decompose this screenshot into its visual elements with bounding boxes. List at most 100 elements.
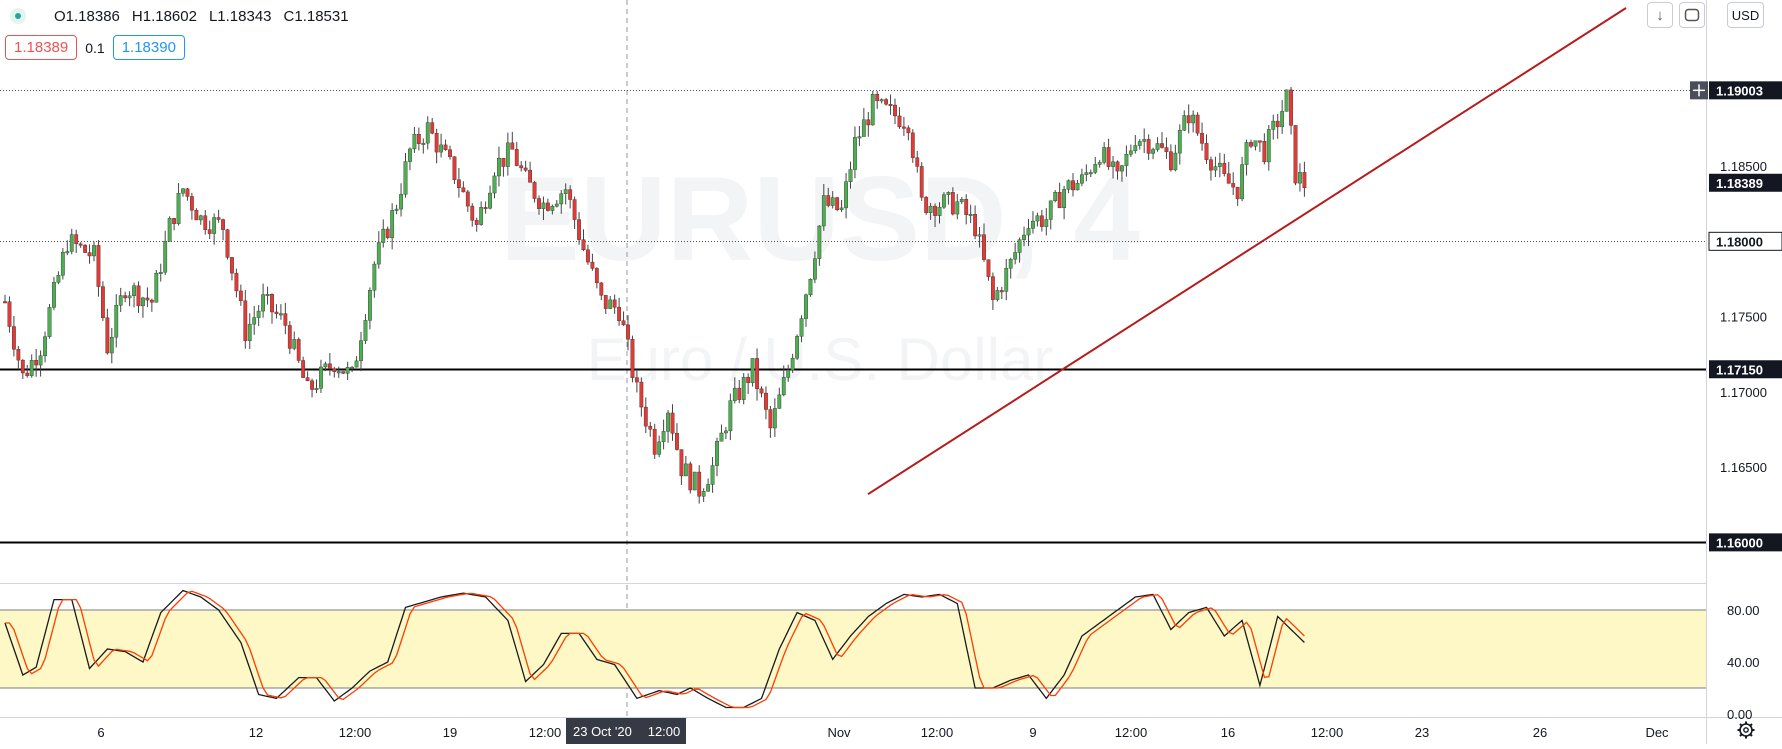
candle-down [590,261,595,269]
candle-up [256,310,261,318]
time-tick-label: Nov [827,725,851,740]
stoch-band [0,610,1706,688]
buy-button[interactable]: 1.18390 [112,35,185,60]
candle-down [1146,139,1151,154]
candle-up [559,193,564,205]
candle-down [1071,180,1075,191]
candle-up [813,258,817,280]
stoch-k-line [4,589,1305,709]
candle-down [470,205,475,221]
candle-up [425,122,430,144]
candle-up [56,275,61,283]
price-label-box [1709,173,1782,192]
candle-up [1031,220,1035,229]
candle-up [692,471,697,491]
market-status-icon [10,8,26,24]
candle-up [390,210,395,238]
candle-up [1035,215,1040,222]
fullscreen-icon [1684,8,1700,22]
time-tick-label: 16 [1221,725,1235,740]
candle-up [114,305,119,338]
candle-up [937,206,942,216]
candle-up [381,228,386,243]
candle-down [643,406,648,427]
candle-down [78,243,83,246]
candle-up [118,295,123,306]
candle-up [60,252,65,276]
stoch-tick-label: 80.00 [1727,603,1760,618]
candle-up [1022,234,1026,240]
crosshair-date-text: 23 Oct '20 [573,724,632,739]
ohlc-low: L1.18343 [208,7,272,25]
candle-up [666,412,670,432]
candle-up [1017,239,1022,253]
candle-up [710,465,715,485]
trade-widget: 1.18389 0.1 1.18390 [5,35,185,60]
candle-down [630,339,635,378]
candle-up [1048,200,1053,220]
candle-down [136,285,141,307]
candle-down [7,301,12,327]
candle-down [755,358,759,389]
candle-down [305,377,310,381]
candle-up [492,175,497,194]
candle-down [1293,125,1298,184]
candle-down [25,372,30,376]
candle-up [821,195,826,227]
candle-down [603,295,608,309]
candle-down [105,317,110,354]
candle-up [1044,219,1049,227]
candle-down [635,377,639,383]
price-tick-label: 1.18500 [1720,159,1767,174]
candle-down [1186,115,1191,124]
gear-tooth [1739,733,1743,737]
fullscreen-button[interactable] [1679,2,1705,28]
sell-button[interactable]: 1.18389 [5,35,78,60]
candle-up [394,208,399,211]
candle-up [870,93,875,126]
time-tick-label: 12:00 [1115,725,1148,740]
candle-up [38,355,43,366]
candle-down [11,326,16,350]
candle-up [1280,111,1285,128]
currency-button[interactable]: USD [1727,2,1764,28]
candle-down [586,249,590,263]
candle-up [181,188,185,194]
candle-down [568,189,573,200]
stoch-tick-label: 40.00 [1727,655,1760,670]
time-tick-label: 23 [1415,725,1429,740]
candle-down [764,392,768,410]
candle-up [772,408,777,429]
gear-tooth [1749,733,1753,737]
candle-up [1253,140,1258,147]
candle-up [314,388,319,390]
candle-down [594,268,599,284]
candle-up [265,294,270,296]
candle-up [1298,172,1302,184]
candle-down [999,290,1004,293]
candle-up [167,218,172,242]
candle-up [701,491,706,497]
scroll-down-button[interactable]: ↓ [1647,2,1673,28]
price-label-text: 1.17150 [1716,362,1763,377]
candle-down [514,149,519,166]
candle-down [982,234,986,260]
candle-up [350,366,354,369]
candle-down [1200,132,1204,144]
candle-down [599,282,604,296]
candle-up [1093,164,1098,173]
candle-up [844,181,848,209]
candle-up [354,360,359,368]
candle-down [203,215,208,230]
time-tick-label: Dec [1645,725,1669,740]
candle-up [741,376,746,400]
candle-down [283,313,288,326]
candle-down [301,360,306,378]
time-tick-label: 12:00 [1311,725,1344,740]
candle-down [537,198,541,209]
candle-up [363,320,368,341]
candle-up [817,225,822,259]
candle-up [1266,129,1271,163]
